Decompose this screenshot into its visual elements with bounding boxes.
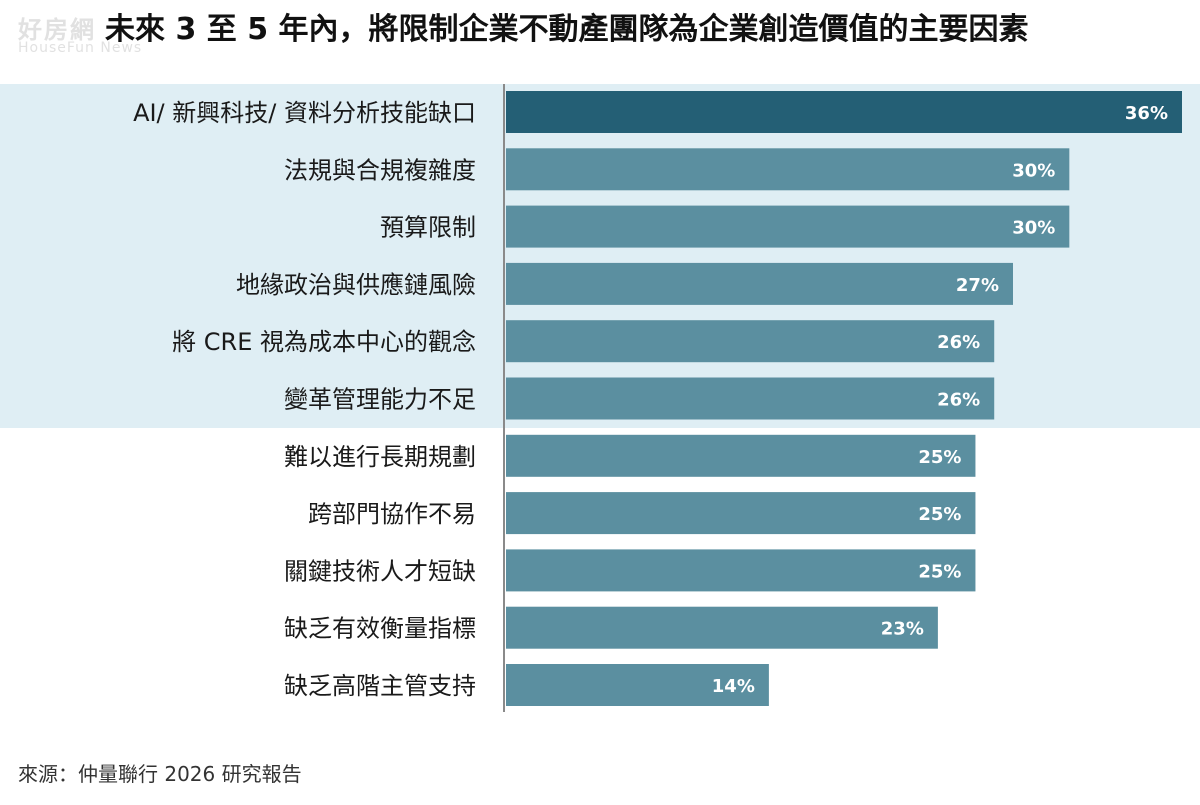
- bar-value-label-3: 30%: [1012, 218, 1055, 239]
- bar-value-label-7: 25%: [918, 447, 961, 468]
- category-label-8: 跨部門協作不易: [308, 500, 476, 528]
- bar-value-label-5: 26%: [937, 332, 980, 353]
- bar-value-label-9: 25%: [918, 561, 961, 582]
- category-label-7: 難以進行長期規劃: [284, 443, 476, 471]
- bar-value-label-6: 26%: [937, 390, 980, 411]
- bar-value-label-2: 30%: [1012, 160, 1055, 181]
- bar-value-label-10: 23%: [881, 619, 924, 640]
- source-note: 來源：仲量聯行 2026 研究報告: [18, 762, 302, 786]
- bars-group: 36% 30% 30% 27% 26% 26% 25% 25% 25% 23% 14%: [506, 91, 1182, 706]
- bar-4: [506, 262, 1013, 305]
- bar-8: [506, 492, 976, 535]
- category-labels-group: AI/ 新興科技/ 資料分析技能缺口法規與合規複雜度預算限制地緣政治與供應鏈風險…: [133, 99, 476, 700]
- bar-1: [506, 91, 1182, 133]
- category-label-1: AI/ 新興科技/ 資料分析技能缺口: [133, 99, 476, 127]
- bar-3: [506, 205, 1070, 248]
- highlight-band: [0, 84, 1200, 428]
- bar-value-label-1: 36%: [1125, 103, 1168, 124]
- bar-value-label-11: 14%: [712, 676, 755, 697]
- bar-6: [506, 377, 995, 420]
- bar-2: [506, 148, 1070, 191]
- bar-value-label-8: 25%: [918, 504, 961, 525]
- bar-10: [506, 606, 938, 649]
- category-label-2: 法規與合規複雜度: [284, 156, 476, 184]
- category-label-4: 地緣政治與供應鏈風險: [236, 271, 476, 299]
- category-label-9: 關鍵技術人才短缺: [284, 557, 476, 585]
- category-label-10: 缺乏有效衡量指標: [284, 615, 476, 643]
- bar-9: [506, 549, 976, 592]
- bar-value-label-4: 27%: [956, 275, 999, 296]
- chart-title: 未來 3 至 5 年內，將限制企業不動產團隊為企業創造價值的主要因素: [105, 12, 1029, 47]
- bar-11: [506, 664, 769, 706]
- category-label-5: 將 CRE 視為成本中心的觀念: [172, 328, 476, 356]
- bar-5: [506, 320, 995, 363]
- category-label-3: 預算限制: [380, 214, 476, 242]
- category-label-6: 變革管理能力不足: [284, 386, 476, 414]
- category-label-11: 缺乏高階主管支持: [284, 672, 476, 700]
- bar-7: [506, 434, 976, 477]
